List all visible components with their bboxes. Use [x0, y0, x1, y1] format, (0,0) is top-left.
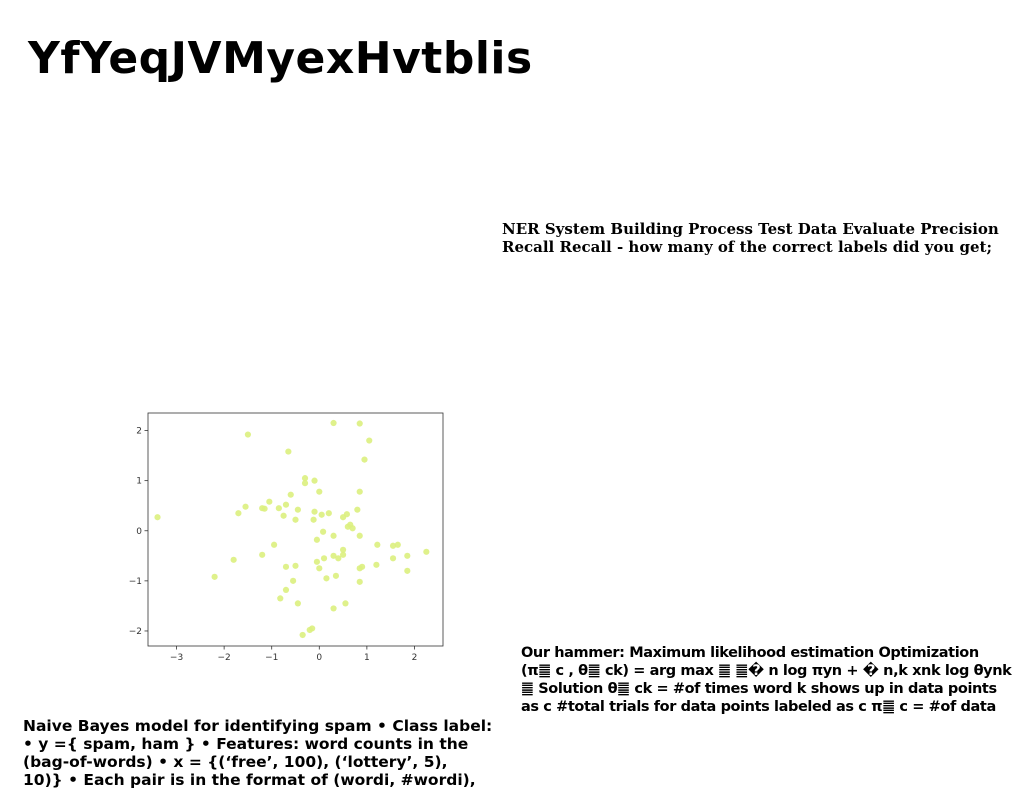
scatter-point — [311, 508, 318, 515]
scatter-point — [316, 488, 323, 495]
scatter-point — [356, 420, 363, 427]
plot-frame — [147, 412, 444, 647]
scatter-point — [242, 503, 249, 510]
scatter-point — [292, 562, 299, 569]
naive-bayes-text-line: Naive Bayes model for identifying spam •… — [23, 717, 493, 735]
page-title: YfYeqJVMyexHvtblis — [28, 33, 533, 84]
data-points — [154, 419, 430, 639]
scatter-point — [282, 501, 290, 508]
scatter-point — [259, 505, 266, 512]
scatter-point — [404, 567, 411, 574]
scatter-point — [275, 505, 282, 512]
scatter-point — [389, 555, 397, 562]
mle-text-line: ䷀ Solution θ䷀ ck = #of times word k show… — [521, 681, 997, 697]
x-tick-label: −3 — [170, 653, 183, 663]
scatter-plot-svg: −3 −2 −1 0 1 2 −2 −1 0 1 2 — [129, 412, 444, 663]
naive-bayes-text-block: Naive Bayes model for identifying spam •… — [23, 717, 503, 789]
y-tick-label: 2 — [136, 427, 142, 437]
scatter-point — [423, 548, 430, 555]
scatter-point — [154, 514, 161, 521]
scatter-point — [292, 516, 299, 523]
scatter-point — [235, 510, 242, 517]
scatter-point — [287, 491, 294, 498]
scatter-point — [259, 551, 266, 558]
scatter-point — [294, 506, 301, 513]
x-tick-label: 1 — [364, 653, 370, 663]
scatter-point — [282, 586, 290, 593]
scatter-point — [344, 523, 351, 530]
scatter-point — [316, 565, 323, 572]
scatter-point — [330, 532, 337, 539]
scatter-point — [320, 528, 327, 535]
y-tick-label: 1 — [136, 477, 142, 487]
scatter-point — [361, 456, 368, 463]
scatter-point — [356, 488, 363, 495]
mle-text-line: as c #total trials for data points label… — [521, 699, 996, 715]
scatter-point — [301, 480, 309, 487]
y-tick-label: −2 — [129, 627, 142, 637]
mle-text-block: Our hammer: Maximum likelihood estimatio… — [521, 644, 1021, 716]
scatter-point — [330, 605, 337, 612]
scatter-point — [394, 541, 401, 548]
scatter-point — [282, 563, 290, 570]
scatter-point — [280, 512, 287, 519]
scatter-point — [318, 511, 325, 518]
x-axis-ticks: −3 −2 −1 0 1 2 — [170, 646, 417, 663]
x-tick-label: 0 — [316, 653, 322, 663]
ner-text-line: NER System Building Process Test Data Ev… — [502, 220, 999, 238]
scatter-point — [404, 552, 411, 559]
scatter-point — [313, 558, 321, 565]
scatter-point — [311, 477, 318, 484]
scatter-point — [330, 419, 337, 427]
scatter-point — [359, 563, 366, 570]
scatter-point — [389, 542, 397, 549]
scatter-point — [301, 475, 309, 482]
x-tick-label: 2 — [412, 653, 418, 663]
scatter-point — [299, 631, 306, 639]
y-tick-label: −1 — [129, 577, 142, 587]
scatter-chart: −3 −2 −1 0 1 2 −2 −1 0 1 2 — [118, 404, 458, 666]
naive-bayes-text-line: • y ={ spam, ham } • Features: word coun… — [23, 735, 469, 753]
scatter-point — [244, 431, 252, 438]
scatter-point — [343, 511, 350, 518]
y-tick-label: 0 — [136, 527, 142, 537]
mle-text-line: (π䷀ c , θ䷀ ck) = arg max ䷀ ䷀� n log πyn … — [521, 663, 1012, 679]
scatter-point — [354, 506, 361, 513]
ner-text-line: Recall Recall - how many of the correct … — [502, 238, 992, 256]
scatter-point — [366, 437, 373, 444]
scatter-point — [342, 600, 349, 607]
scatter-point — [349, 525, 356, 532]
scatter-point — [335, 555, 342, 562]
naive-bayes-text-line: 10)} • Each pair is in the format of (wo… — [23, 771, 476, 789]
ner-text-block: NER System Building Process Test Data Ev… — [502, 220, 1024, 256]
scatter-point — [330, 552, 337, 559]
scatter-point — [294, 600, 301, 607]
scatter-point — [290, 577, 297, 584]
scatter-point — [325, 510, 332, 517]
scatter-point — [323, 575, 330, 582]
scatter-point — [285, 448, 292, 455]
scatter-point — [374, 541, 381, 548]
scatter-point — [211, 573, 218, 580]
scatter-point — [270, 541, 278, 548]
scatter-point — [320, 555, 328, 562]
scatter-point — [339, 551, 347, 558]
scatter-point — [310, 516, 317, 523]
naive-bayes-text-line: (bag-of-words) • x = {(‘free’, 100), (‘l… — [23, 753, 448, 771]
scatter-point — [332, 572, 340, 579]
scatter-point — [313, 536, 321, 543]
y-axis-ticks: −2 −1 0 1 2 — [129, 427, 148, 637]
x-tick-label: −2 — [217, 653, 230, 663]
scatter-point — [356, 578, 363, 585]
mle-text-line: Our hammer: Maximum likelihood estimatio… — [521, 645, 979, 661]
scatter-point — [356, 532, 363, 539]
scatter-point — [339, 546, 347, 553]
x-tick-label: −1 — [265, 653, 278, 663]
scatter-point — [306, 626, 313, 634]
scatter-point — [277, 595, 284, 602]
scatter-point — [266, 498, 273, 505]
scatter-point — [230, 556, 237, 563]
scatter-point — [373, 561, 380, 568]
